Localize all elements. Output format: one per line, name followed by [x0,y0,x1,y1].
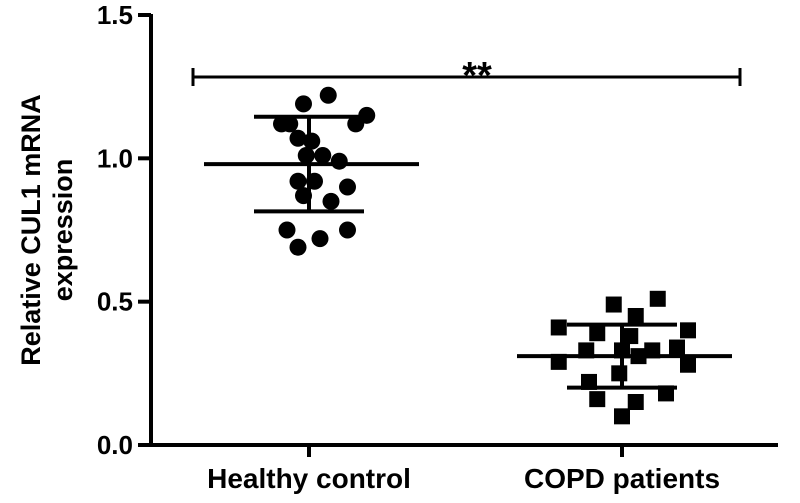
y-tick-label: 0.0 [97,430,133,460]
data-point [295,95,312,113]
significance-label: ** [462,55,492,97]
data-point [289,172,307,190]
data-groups [204,86,732,425]
data-point [611,365,628,382]
significance-bracket: ** [191,55,742,97]
data-point [589,325,606,342]
data-point [322,192,340,210]
data-point [680,356,696,373]
data-point [627,308,644,324]
data-point [358,106,376,124]
data-point [314,146,332,164]
group-copd-patients [517,290,732,425]
data-point [297,146,315,164]
y-axis-title-line-2: expression [48,159,78,302]
x-category-label: COPD patients [524,463,720,494]
data-point [278,221,296,239]
data-point [622,328,639,345]
data-point [289,129,307,147]
group-healthy-control [204,86,419,256]
data-point [550,319,567,336]
y-axis-title-line-1: Relative CUL1 mRNA [16,94,46,366]
data-point [339,178,356,196]
data-point [330,152,348,170]
y-tick-label: 0.5 [97,287,133,317]
data-point [319,86,337,104]
data-point [669,339,685,356]
data-point [589,391,606,408]
data-point [311,230,329,248]
data-point [281,115,299,133]
data-point [339,221,356,239]
y-axis-title: Relative CUL1 mRNA expression [16,94,78,366]
y-axis: 0.0 0.5 1.0 1.5 [97,0,153,460]
y-tick-label: 1.5 [97,0,133,30]
data-point [680,322,696,339]
x-category-label: Healthy control [207,463,411,494]
data-point [605,296,622,313]
data-point [289,238,307,256]
data-point [614,408,630,425]
x-axis: Healthy control COPD patients [149,443,778,494]
data-point [627,394,644,410]
y-tick-label: 1.0 [97,143,133,173]
data-point [649,290,666,307]
